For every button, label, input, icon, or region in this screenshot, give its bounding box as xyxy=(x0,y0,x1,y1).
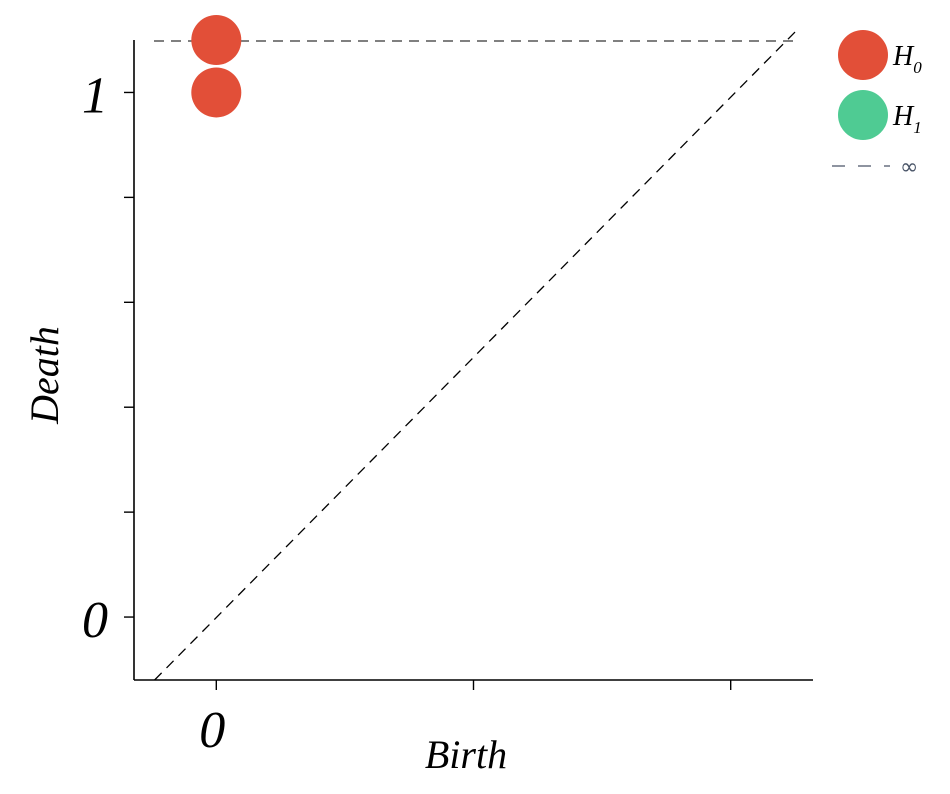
legend-label-h1: H1 xyxy=(892,101,922,137)
data-points xyxy=(191,15,242,118)
y-tick-label: 1 xyxy=(82,67,108,124)
y-axis-label: Death xyxy=(22,326,67,425)
reference-lines xyxy=(154,29,799,681)
legend: H0 H1 ∞ xyxy=(832,30,922,180)
legend-marker-h0 xyxy=(838,30,888,80)
point-h0-1 xyxy=(191,67,242,118)
diagonal-line xyxy=(154,29,799,681)
point-h0-0 xyxy=(191,15,242,65)
legend-label-h0: H0 xyxy=(892,41,922,77)
ticks: 0 0 1 xyxy=(82,67,732,759)
x-tick-label: 0 xyxy=(199,702,225,759)
legend-marker-h1 xyxy=(838,90,888,140)
x-axis-label: Birth xyxy=(425,732,507,777)
axes xyxy=(133,40,813,681)
y-tick-label: 0 xyxy=(82,592,108,649)
legend-infinity-label: ∞ xyxy=(900,155,918,180)
